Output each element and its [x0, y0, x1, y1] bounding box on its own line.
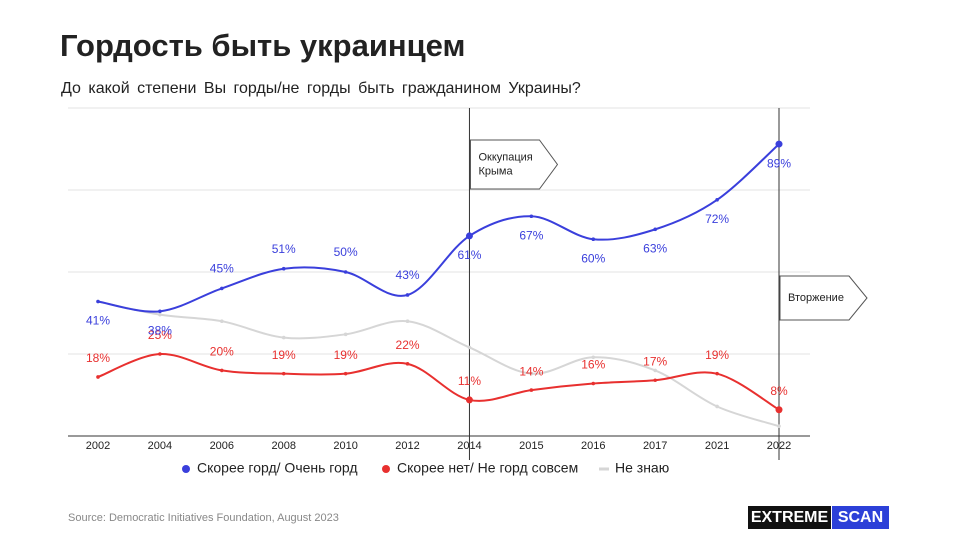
point	[465, 396, 473, 404]
legend-swatch	[382, 465, 390, 473]
point	[158, 312, 162, 317]
annotation-text: Оккупация	[478, 151, 532, 163]
point	[281, 266, 286, 271]
annotation-flag	[469, 139, 559, 190]
data-label: 60%	[581, 251, 605, 265]
point	[220, 286, 224, 291]
data-label: 50%	[334, 245, 358, 259]
point	[715, 371, 719, 376]
point	[281, 371, 286, 376]
point	[343, 371, 348, 376]
legend-swatch	[182, 465, 190, 473]
legend-label: Скорее нет/ Не горд совсем	[397, 460, 578, 476]
point	[158, 309, 162, 314]
x-tick-label: 2004	[148, 440, 172, 452]
series-line	[97, 352, 780, 411]
legend-label: Скорее горд/ Очень горд	[197, 460, 358, 476]
chart-subtitle: До какой степени Вы горды/не горды быть …	[61, 80, 581, 97]
data-label: 8%	[770, 384, 788, 398]
point	[343, 270, 348, 274]
point	[529, 388, 534, 392]
data-label: 11%	[458, 374, 481, 388]
data-label: 17%	[643, 354, 667, 368]
point	[715, 198, 719, 202]
data-label: 45%	[210, 262, 234, 276]
point	[777, 424, 781, 428]
point	[467, 345, 472, 350]
data-label: 43%	[396, 268, 420, 282]
point	[775, 140, 783, 148]
point	[343, 332, 348, 337]
point	[405, 319, 410, 324]
point	[465, 232, 473, 240]
x-tick-label: 2021	[705, 440, 729, 452]
chart-title: Гордость быть украинцем	[60, 28, 465, 63]
point	[715, 404, 719, 409]
x-tick-label: 2006	[210, 440, 234, 452]
logo-box	[832, 506, 889, 529]
data-label: 41%	[86, 314, 110, 328]
logo-box	[748, 506, 831, 529]
point	[96, 299, 100, 304]
x-tick-label: 2008	[271, 440, 295, 452]
data-label: 22%	[396, 338, 420, 352]
point	[653, 378, 657, 383]
logo-text: SCAN	[838, 509, 883, 526]
annotation-text: Крыма	[478, 165, 513, 177]
x-tick-label: 2012	[395, 440, 419, 452]
data-label: 19%	[705, 348, 729, 362]
source: Source: Democratic Initiatives Foundatio…	[68, 512, 339, 524]
point	[653, 227, 657, 232]
data-label: 16%	[581, 358, 605, 372]
x-tick-label: 2002	[86, 440, 110, 452]
point	[653, 368, 657, 373]
point	[96, 375, 100, 379]
legend-label: Не знаю	[615, 460, 669, 476]
data-label: 20%	[210, 345, 234, 359]
x-tick-label: 2010	[333, 440, 357, 452]
data-label: 61%	[457, 248, 481, 262]
point	[775, 406, 783, 414]
data-label: 14%	[519, 364, 543, 378]
series-line	[97, 143, 780, 313]
annotation-text: Вторжение	[788, 292, 844, 304]
x-tick-label: 2016	[581, 440, 605, 452]
data-label: 25%	[148, 328, 172, 342]
point	[220, 319, 224, 324]
data-label: 67%	[519, 228, 543, 242]
data-label: 18%	[86, 351, 110, 365]
logo-text: EXTREME	[751, 509, 829, 526]
point	[220, 368, 224, 373]
data-label: 63%	[643, 242, 667, 256]
annotation-flag	[779, 275, 868, 321]
x-tick-label: 2015	[519, 440, 543, 452]
point	[529, 371, 534, 376]
data-label: 89%	[767, 156, 791, 170]
data-label: 51%	[272, 242, 296, 256]
data-label: 38%	[148, 324, 172, 338]
point	[529, 214, 534, 219]
data-label: 19%	[334, 348, 358, 362]
data-label: 72%	[705, 212, 729, 226]
point	[405, 362, 410, 366]
data-label: 19%	[272, 348, 296, 362]
point	[281, 335, 286, 340]
point	[591, 381, 596, 386]
point	[591, 355, 596, 360]
point	[405, 293, 410, 297]
point	[158, 352, 162, 356]
x-tick-label: 2017	[643, 440, 667, 452]
point	[591, 237, 596, 241]
